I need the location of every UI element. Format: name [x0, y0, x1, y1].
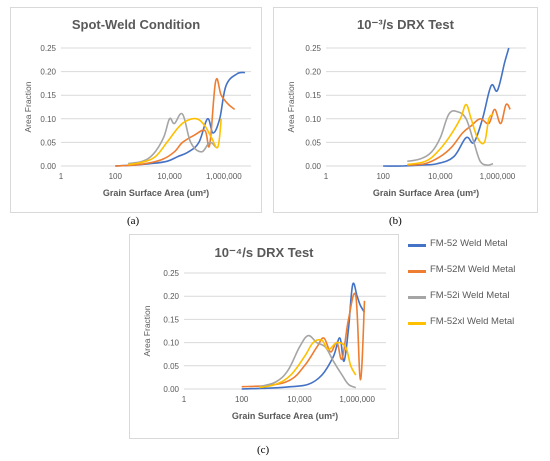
legend-swatch [408, 270, 426, 273]
y-tick-label: 0.25 [163, 269, 179, 278]
chart-plot: 0.00 0.05 0.10 0.15 0.20 0.25 1 100 10,000 1,000,… [274, 8, 539, 214]
series-line [407, 104, 510, 165]
y-tick-label: 0.00 [40, 162, 56, 171]
x-tick-label: 1 [59, 172, 64, 181]
y-axis-title: Area Fraction [142, 305, 152, 356]
chart-plot: 0.00 0.05 0.10 0.15 0.20 0.25 1 100 10,000 1,000,… [130, 235, 400, 440]
chart-panel-a: Spot-Weld Condition 0.00 0.05 0.10 0.15 0.20… [10, 7, 262, 213]
x-tick-label: 100 [376, 172, 390, 181]
chart-plot: 0.00 0.05 0.10 0.15 0.20 0.25 1 100 10,000 1,000,… [11, 8, 263, 214]
x-tick-label: 10,000 [287, 395, 312, 404]
x-axis-title: Grain Surface Area (um²) [232, 411, 338, 421]
x-tick-label: 10,000 [157, 172, 182, 181]
y-axis-title: Area Fraction [286, 81, 296, 132]
y-tick-label: 0.05 [305, 138, 321, 147]
chart-panel-b: 10⁻³/s DRX Test 0.00 0.05 0.10 0.15 0.20 0.25… [273, 7, 538, 213]
legend-label: FM-52 Weld Metal [430, 238, 507, 249]
x-tick-label: 1,000,000 [206, 172, 242, 181]
legend-item: FM-52 Weld Metal [408, 236, 548, 258]
y-tick-label: 0.00 [305, 162, 321, 171]
legend-swatch [408, 296, 426, 299]
x-tick-label: 1,000,000 [480, 172, 516, 181]
y-tick-label: 0.10 [40, 115, 56, 124]
caption-b: (b) [389, 215, 402, 227]
legend-item: FM-52xl Weld Metal [408, 314, 548, 336]
x-tick-label: 10,000 [428, 172, 453, 181]
series-line [128, 113, 216, 163]
y-tick-label: 0.15 [305, 91, 321, 100]
y-tick-label: 0.05 [40, 138, 56, 147]
x-tick-label: 1,000,000 [339, 395, 375, 404]
chart-panel-c: 10⁻⁴/s DRX Test 0.00 0.05 0.10 0.15 0.20 0.25… [129, 234, 399, 439]
y-tick-label: 0.15 [163, 315, 179, 324]
legend-swatch [408, 244, 426, 247]
legend-label: FM-52M Weld Metal [430, 264, 515, 275]
legend-label: FM-52xl Weld Metal [430, 316, 514, 327]
y-tick-label: 0.15 [40, 91, 56, 100]
y-tick-label: 0.25 [305, 44, 321, 53]
x-axis-title: Grain Surface Area (um²) [103, 188, 209, 198]
legend-label: FM-52i Weld Metal [430, 290, 510, 301]
x-tick-label: 1 [182, 395, 187, 404]
series-line [383, 48, 509, 166]
x-tick-label: 100 [235, 395, 249, 404]
y-tick-label: 0.00 [163, 385, 179, 394]
y-tick-label: 0.20 [163, 292, 179, 301]
x-tick-label: 1 [324, 172, 329, 181]
x-axis-title: Grain Surface Area (um²) [373, 188, 479, 198]
y-tick-label: 0.20 [40, 68, 56, 77]
y-tick-label: 0.25 [40, 44, 56, 53]
y-tick-label: 0.20 [305, 68, 321, 77]
legend-swatch [408, 322, 426, 325]
y-tick-label: 0.10 [163, 339, 179, 348]
caption-c: (c) [257, 444, 269, 456]
y-axis-title: Area Fraction [23, 81, 33, 132]
legend-item: FM-52i Weld Metal [408, 288, 548, 310]
x-tick-label: 100 [109, 172, 123, 181]
y-tick-label: 0.05 [163, 362, 179, 371]
caption-a: (a) [127, 215, 139, 227]
y-tick-label: 0.10 [305, 115, 321, 124]
chart-legend: FM-52 Weld Metal FM-52M Weld Metal FM-52… [408, 236, 548, 340]
legend-item: FM-52M Weld Metal [408, 262, 548, 284]
